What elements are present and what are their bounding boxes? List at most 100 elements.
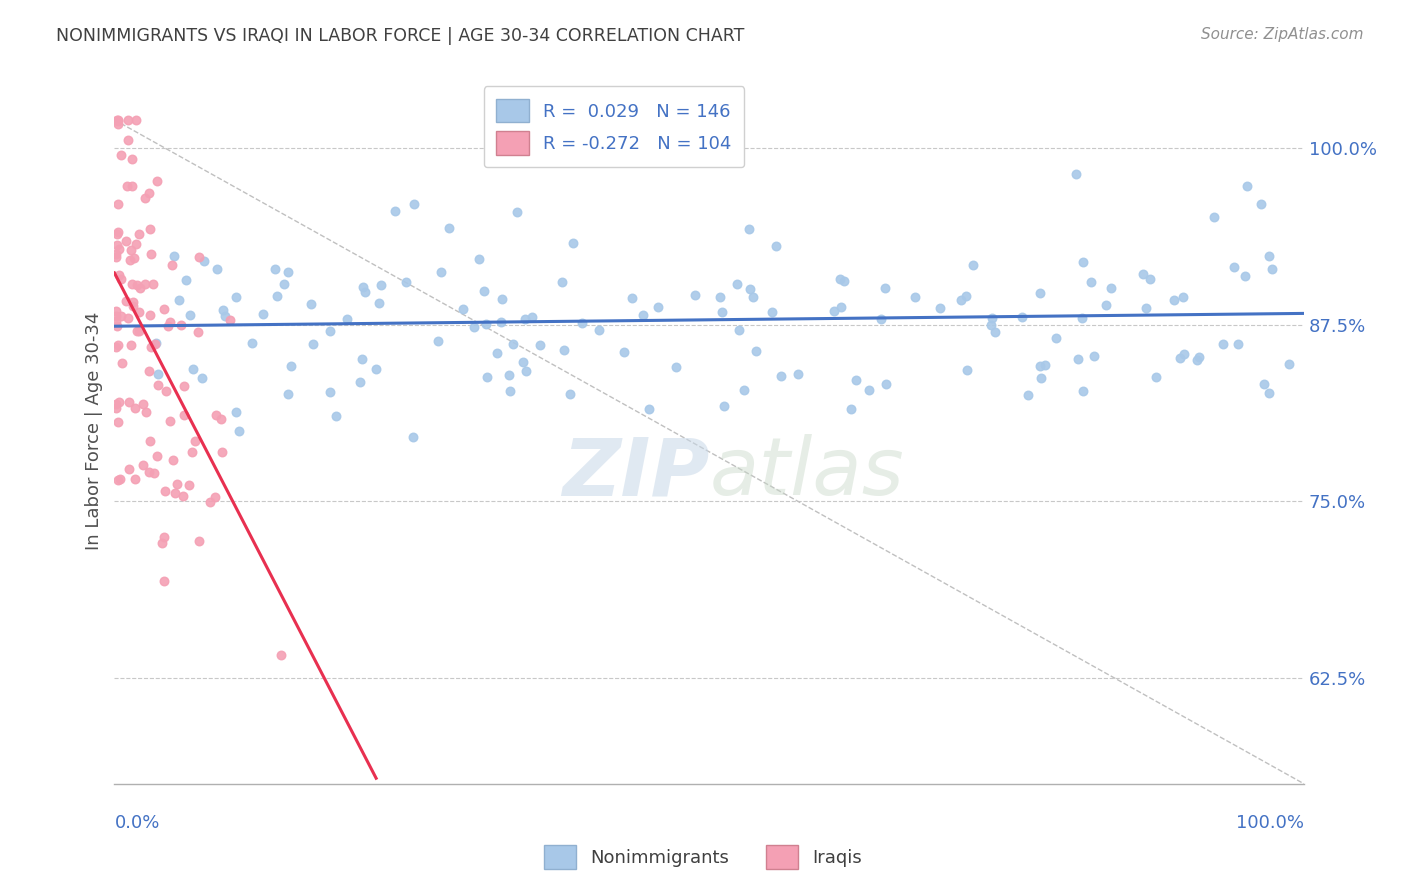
Point [468, 252, 491, 267]
Point [637, 401, 659, 416]
Point [139, 434, 162, 449]
Point [252, 307, 274, 321]
Point [1011, 310, 1033, 324]
Point [107, 415, 129, 429]
Text: ZIP: ZIP [562, 434, 709, 512]
Point [426, 334, 449, 348]
Point [273, 277, 295, 291]
Point [138, 186, 160, 200]
Point [179, 308, 201, 322]
Point [588, 323, 610, 337]
Point [553, 343, 575, 358]
Point [765, 239, 787, 253]
Point [366, 362, 388, 376]
Point [162, 452, 184, 467]
Point [319, 384, 342, 399]
Point [404, 197, 426, 211]
Point [176, 273, 198, 287]
Point [132, 458, 155, 473]
Point [107, 113, 129, 128]
Point [354, 285, 377, 300]
Point [1017, 388, 1039, 402]
Point [107, 197, 129, 211]
Point [159, 414, 181, 428]
Point [984, 325, 1007, 339]
Point [1132, 267, 1154, 281]
Point [1171, 290, 1194, 304]
Point [845, 373, 868, 387]
Point [134, 191, 156, 205]
Point [1031, 371, 1053, 385]
Point [128, 324, 150, 338]
Point [1250, 197, 1272, 211]
Point [212, 302, 235, 317]
Point [115, 293, 138, 308]
Text: Source: ZipAtlas.com: Source: ZipAtlas.com [1201, 27, 1364, 42]
Point [139, 308, 162, 322]
Point [173, 379, 195, 393]
Point [105, 319, 128, 334]
Point [143, 466, 166, 480]
Point [1029, 359, 1052, 374]
Point [955, 289, 977, 303]
Point [145, 336, 167, 351]
Point [873, 280, 896, 294]
Point [146, 174, 169, 188]
Point [141, 246, 163, 260]
Point [786, 367, 808, 381]
Point [631, 309, 654, 323]
Point [665, 360, 688, 375]
Point [115, 178, 138, 193]
Point [1260, 261, 1282, 276]
Legend: R =  0.029   N = 146, R = -0.272   N = 104: R = 0.029 N = 146, R = -0.272 N = 104 [484, 87, 744, 167]
Point [1071, 254, 1094, 268]
Point [352, 279, 374, 293]
Point [107, 112, 129, 127]
Point [1083, 349, 1105, 363]
Point [181, 361, 204, 376]
Point [499, 384, 522, 398]
Point [127, 324, 149, 338]
Point [512, 355, 534, 369]
Point [120, 338, 142, 352]
Point [620, 292, 643, 306]
Point [128, 281, 150, 295]
Point [515, 311, 537, 326]
Point [115, 234, 138, 248]
Point [214, 310, 236, 324]
Point [830, 300, 852, 314]
Point [1066, 351, 1088, 366]
Point [1187, 353, 1209, 368]
Point [110, 309, 132, 323]
Point [551, 275, 574, 289]
Point [368, 295, 391, 310]
Point [156, 319, 179, 334]
Point [125, 112, 148, 127]
Point [105, 112, 128, 127]
Point [121, 277, 143, 292]
Point [118, 395, 141, 409]
Point [122, 294, 145, 309]
Point [832, 274, 855, 288]
Point [1212, 337, 1234, 351]
Point [839, 402, 862, 417]
Point [477, 369, 499, 384]
Point [1033, 358, 1056, 372]
Point [240, 336, 263, 351]
Point [128, 304, 150, 318]
Point [104, 250, 127, 264]
Point [437, 220, 460, 235]
Text: 0.0%: 0.0% [114, 814, 160, 832]
Point [146, 450, 169, 464]
Point [709, 290, 731, 304]
Point [962, 258, 984, 272]
Point [429, 265, 451, 279]
Point [134, 277, 156, 292]
Point [121, 299, 143, 313]
Point [117, 462, 139, 476]
Point [187, 250, 209, 264]
Point [127, 277, 149, 292]
Point [463, 319, 485, 334]
Point [277, 264, 299, 278]
Point [451, 302, 474, 317]
